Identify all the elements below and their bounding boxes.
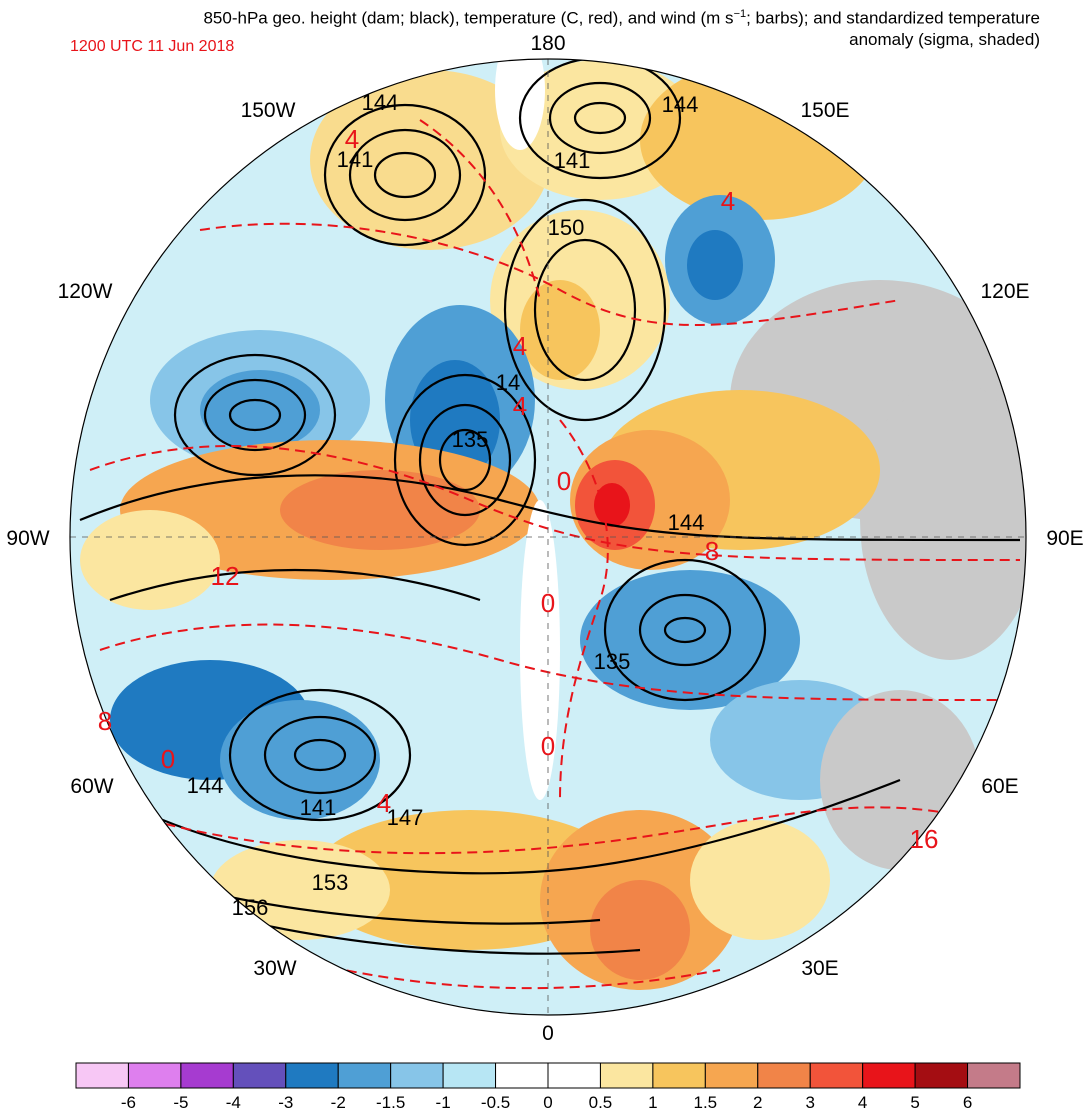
height-contour-label: 141 bbox=[554, 148, 591, 173]
temperature-label: 4 bbox=[513, 391, 527, 421]
temperature-contours bbox=[89, 119, 1021, 990]
longitude-label: 60E bbox=[981, 775, 1018, 798]
height-contour-label: 135 bbox=[452, 427, 489, 452]
height-contour-label: 150 bbox=[548, 215, 585, 240]
colorbar-swatch bbox=[547, 1062, 601, 1089]
height-contour-label: 135 bbox=[594, 649, 631, 674]
colorbar-tick-label: -1 bbox=[436, 1093, 451, 1112]
longitude-label: 90E bbox=[1046, 527, 1083, 550]
colorbar-tick-label: 2 bbox=[753, 1093, 762, 1112]
height-contour-label: 141 bbox=[300, 795, 337, 820]
longitude-label: 30W bbox=[253, 957, 296, 980]
height-contour-labels: 144 141 144 141 150 14 135 144 135 144 141 147 153 15… bbox=[187, 90, 705, 920]
longitude-label: 0 bbox=[542, 1022, 554, 1045]
height-contour-label: 147 bbox=[387, 805, 424, 830]
temperature-label: 0 bbox=[161, 744, 175, 774]
colorbar-swatch bbox=[862, 1062, 916, 1089]
colorbar-swatch bbox=[599, 1062, 654, 1089]
longitude-labels: 180 150E 120E 90E 60E 30E 0 30W 60W 90W 120W 150W bbox=[6, 32, 1083, 1045]
colorbar-swatch bbox=[495, 1062, 549, 1089]
temperature-label: 16 bbox=[910, 824, 939, 854]
colorbar-tick-label: 1 bbox=[648, 1093, 657, 1112]
temperature-label: 4 bbox=[721, 186, 735, 216]
height-contour-label: 144 bbox=[668, 510, 705, 535]
colorbar-swatch bbox=[757, 1062, 811, 1089]
height-contour-label: 153 bbox=[312, 870, 349, 895]
colorbar-tick-label: 3 bbox=[805, 1093, 814, 1112]
height-contour-label: 144 bbox=[187, 773, 224, 798]
height-contour-label: 144 bbox=[362, 90, 399, 115]
colorbar-tick-label: 0 bbox=[543, 1093, 552, 1112]
colorbar-tick-label: 1.5 bbox=[694, 1093, 718, 1112]
temperature-label: 8 bbox=[705, 536, 719, 566]
temperature-labels: 4 4 0 4 12 8 8 0 0 4 16 0 4 bbox=[98, 124, 939, 854]
colorbar-tick-label: -5 bbox=[173, 1093, 188, 1112]
colorbar-tick-label: -4 bbox=[226, 1093, 241, 1112]
temperature-label: 0 bbox=[557, 466, 571, 496]
height-contour-label: 144 bbox=[662, 92, 699, 117]
longitude-label: 120W bbox=[58, 280, 113, 303]
temperature-label: 4 bbox=[513, 331, 527, 361]
graticule bbox=[70, 59, 1026, 1015]
title-line1: 850-hPa geo. height (dam; black), temper… bbox=[203, 8, 734, 28]
temperature-label: 4 bbox=[377, 788, 391, 818]
colorbar-swatch bbox=[390, 1062, 444, 1089]
temperature-label: 8 bbox=[98, 706, 112, 736]
title-line2: anomaly (sigma, shaded) bbox=[849, 29, 1040, 49]
valid-time: 1200 UTC 11 Jun 2018 bbox=[70, 38, 235, 55]
colorbar-swatch bbox=[75, 1062, 129, 1089]
colorbar-tick-label: -1.5 bbox=[376, 1093, 405, 1112]
colorbar-tick-label: 0.5 bbox=[589, 1093, 613, 1112]
longitude-label: 60W bbox=[70, 775, 113, 798]
colorbar-swatch bbox=[232, 1062, 287, 1089]
temperature-label: 0 bbox=[541, 588, 555, 618]
colorbar-swatch bbox=[127, 1062, 182, 1089]
map-disc bbox=[70, 59, 1026, 1015]
temperature-label: 12 bbox=[211, 561, 240, 591]
colorbar-tick-label: -2 bbox=[331, 1093, 346, 1112]
longitude-label: 90W bbox=[6, 527, 49, 550]
map-boundary bbox=[69, 58, 1027, 1016]
title-superscript: −1 bbox=[733, 8, 747, 20]
longitude-label: 150W bbox=[241, 99, 296, 122]
longitude-label: 30E bbox=[801, 957, 838, 980]
height-contour-label: 141 bbox=[337, 147, 374, 172]
longitude-label: 150E bbox=[800, 99, 849, 122]
colorbar-swatch bbox=[809, 1062, 864, 1089]
colorbar-tick-label: 5 bbox=[910, 1093, 919, 1112]
colorbar-tick-label: 4 bbox=[858, 1093, 867, 1112]
longitude-label: 120E bbox=[980, 280, 1029, 303]
colorbar-swatch bbox=[442, 1062, 497, 1089]
colorbar-swatch bbox=[914, 1062, 969, 1089]
colorbar-tick-label: -3 bbox=[278, 1093, 293, 1112]
colorbar-tick-label: -0.5 bbox=[481, 1093, 510, 1112]
colorbar-swatch bbox=[337, 1062, 392, 1089]
colorbar-swatch bbox=[967, 1062, 1021, 1089]
colorbar-tick-label: -6 bbox=[121, 1093, 136, 1112]
colorbar-swatch bbox=[652, 1062, 706, 1089]
chart-title: 850-hPa geo. height (dam; black), temper… bbox=[68, 4, 1040, 50]
longitude-label: 180 bbox=[530, 32, 565, 55]
height-contour-label: 14 bbox=[496, 370, 520, 395]
temperature-label: 4 bbox=[345, 124, 359, 154]
colorbar-tick-label: 6 bbox=[963, 1093, 972, 1112]
colorbar-swatch bbox=[285, 1062, 339, 1089]
colorbar: -6 -5 -4 -3 -2 -1.5 -1 -0.5 0 0.5 1 1.5 2 3 4 5 6 bbox=[75, 1062, 1021, 1112]
colorbar-swatch bbox=[704, 1062, 759, 1089]
temperature-label: 0 bbox=[541, 731, 555, 761]
title-line1-end: ; barbs); and standardized temperature bbox=[746, 8, 1040, 28]
colorbar-swatch bbox=[180, 1062, 234, 1089]
height-contour-label: 156 bbox=[232, 895, 269, 920]
